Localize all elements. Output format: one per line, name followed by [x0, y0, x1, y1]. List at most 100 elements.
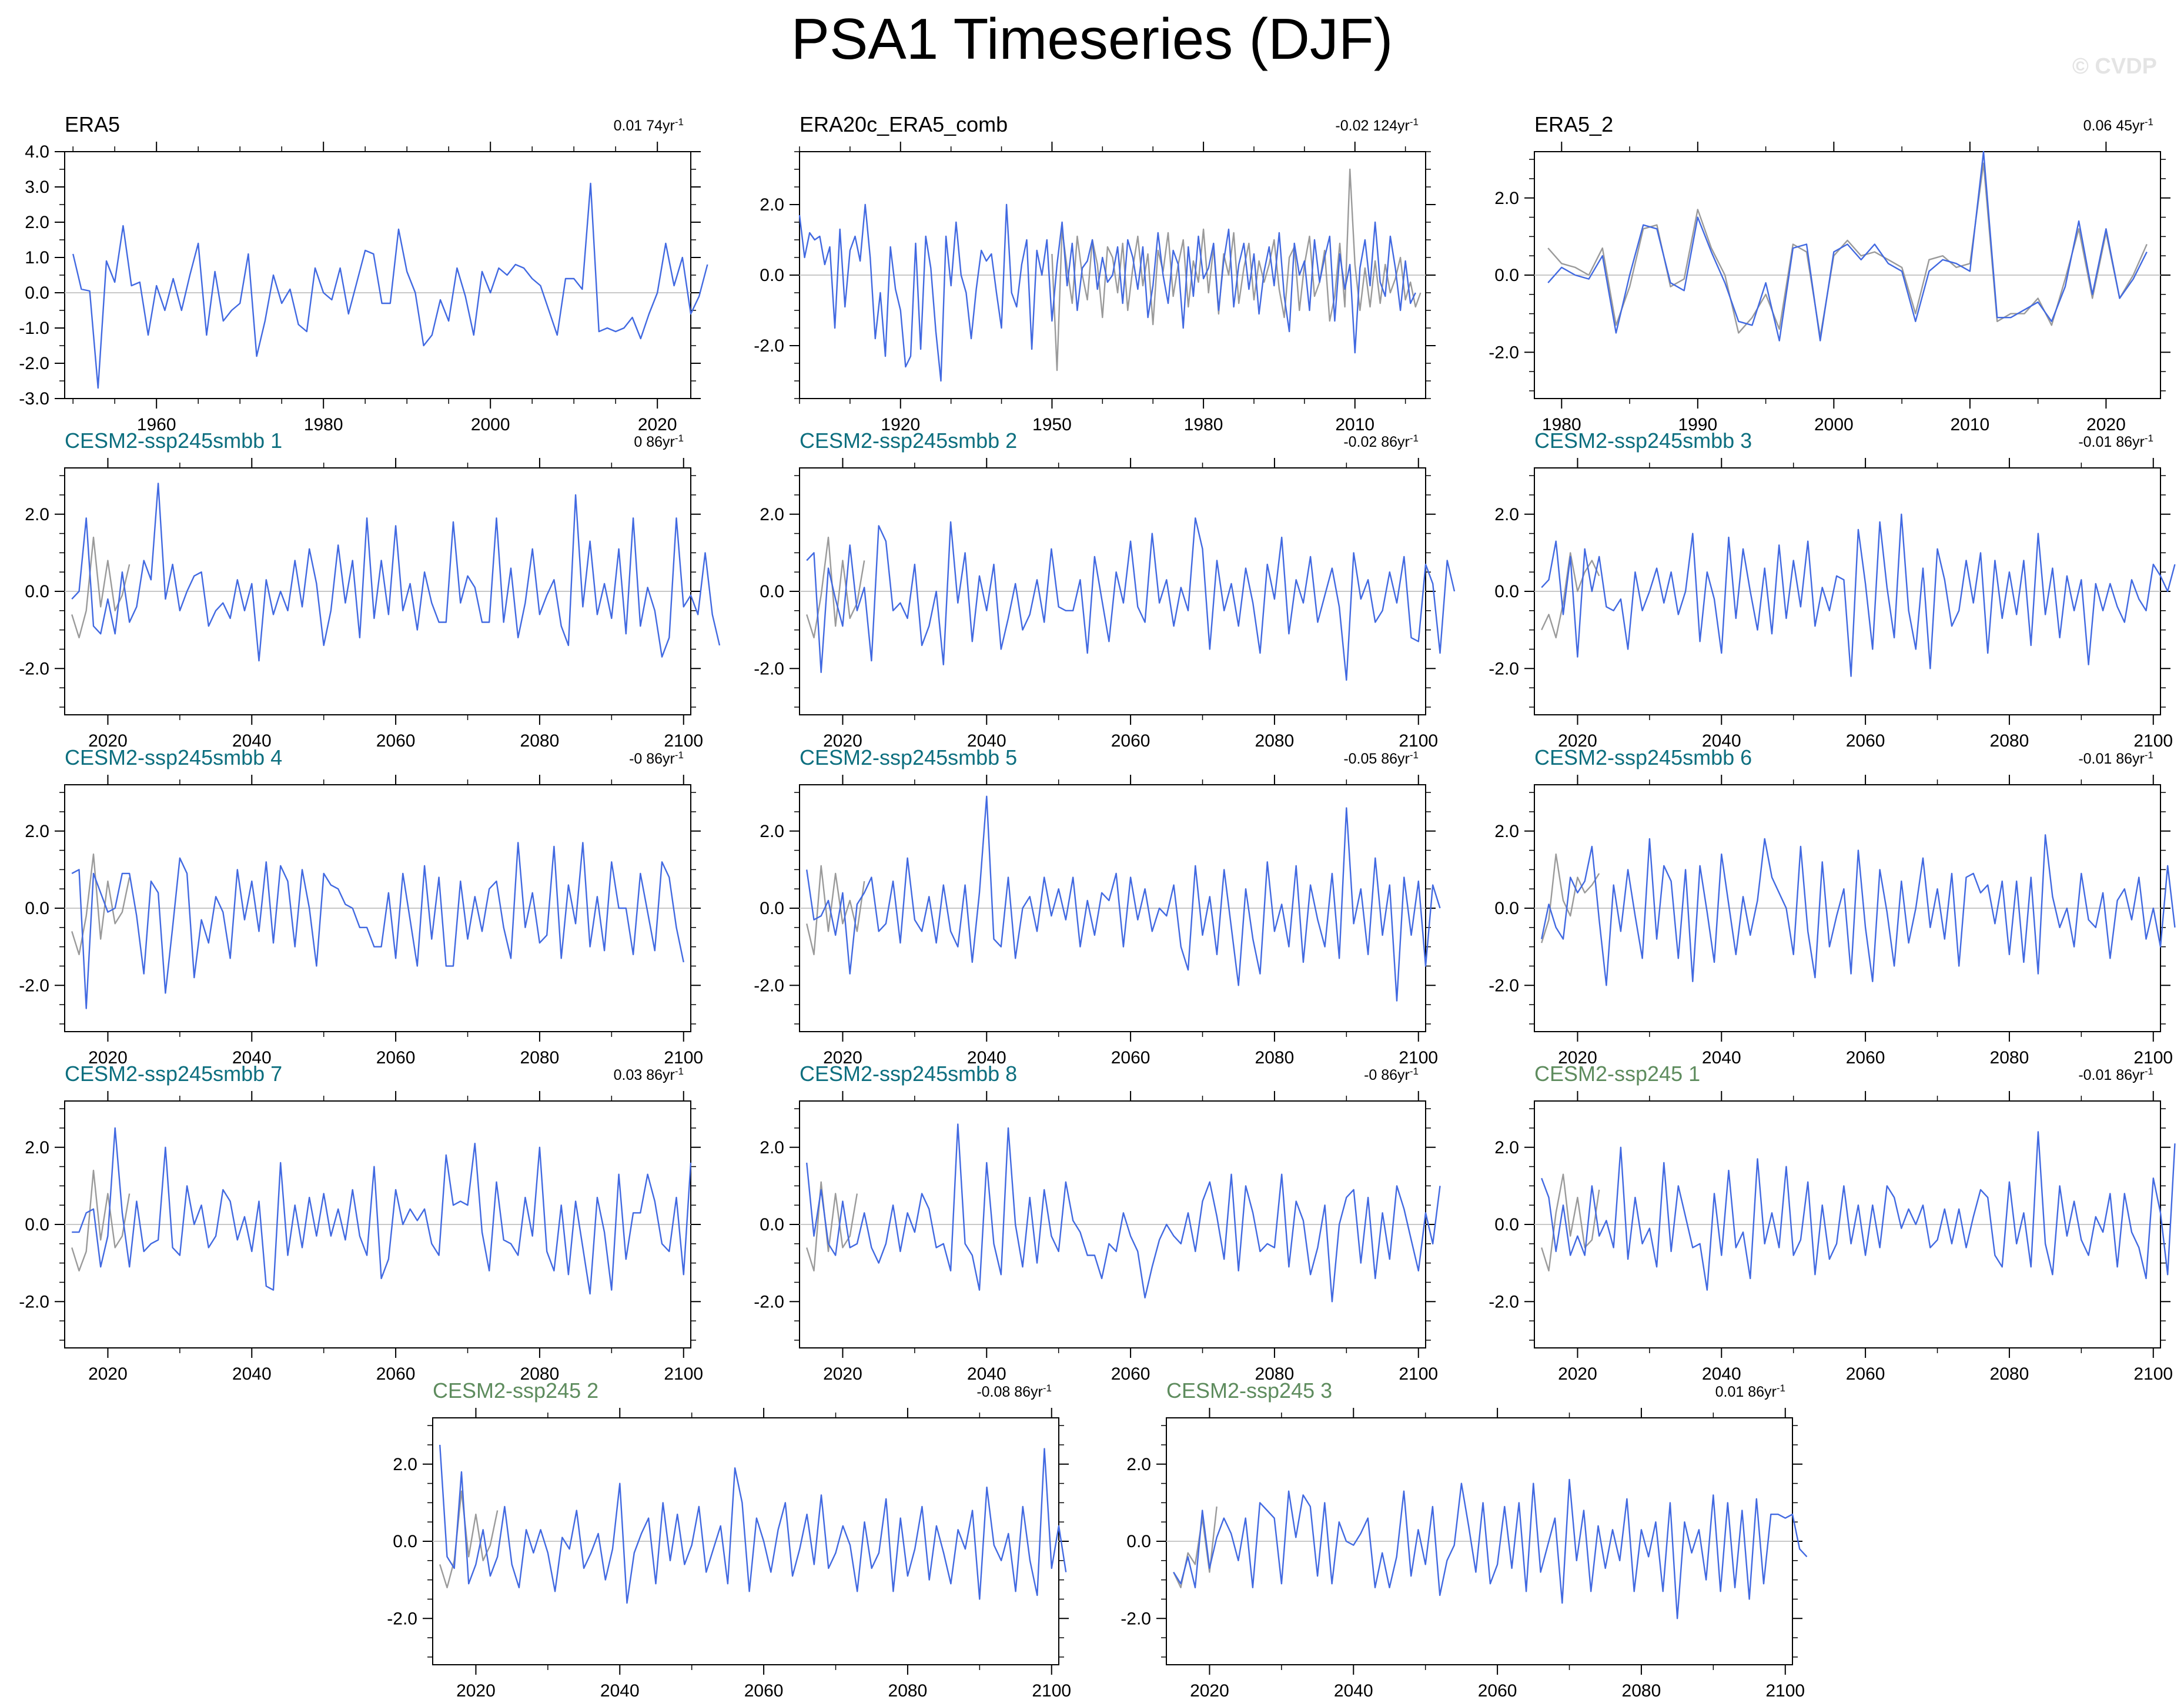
- x-tick-label: 2100: [1399, 731, 1438, 751]
- x-tick-label: 2060: [1846, 1048, 1885, 1067]
- y-tick-label: -2.0: [19, 976, 49, 995]
- reference-series-line: [71, 1169, 131, 1272]
- pc-series-line: [1541, 1131, 2176, 1291]
- x-tick-label: 2080: [888, 1681, 928, 1700]
- x-tick-label: 2020: [823, 1048, 862, 1067]
- y-tick-label: 0.0: [393, 1532, 417, 1551]
- y-tick-label: 2.0: [1494, 822, 1519, 841]
- x-tick-label: 1950: [1032, 415, 1072, 434]
- panel-title: CESM2-ssp245smbb 1: [65, 429, 282, 453]
- x-tick-label: 2080: [520, 731, 560, 751]
- y-tick-label: -2.0: [1489, 976, 1519, 995]
- y-tick-label: 0.0: [25, 1215, 49, 1234]
- x-tick-label: 2040: [1702, 1048, 1741, 1067]
- pc-series-line: [1173, 1478, 1808, 1619]
- x-tick-label: 2060: [1846, 731, 1885, 751]
- x-tick-label: 2080: [520, 1048, 560, 1067]
- panel-title: CESM2-ssp245smbb 8: [800, 1062, 1017, 1086]
- trend-label: -0 86yr-1: [1364, 1066, 1419, 1084]
- panel: ERA5 0.01 74yr-1 1960 1980 2000 2020 4.0 3.0 2.0…: [19, 112, 708, 434]
- panel-title: CESM2-ssp245smbb 6: [1534, 745, 1752, 769]
- y-tick-label: -2.0: [19, 659, 49, 678]
- pc-series-line: [1547, 150, 2148, 342]
- trend-label: -0.01 86yr-1: [2078, 749, 2153, 768]
- panel-title: CESM2-ssp245smbb 3: [1534, 429, 1752, 453]
- x-tick-label: 2060: [1111, 731, 1150, 751]
- y-tick-label: -2.0: [754, 1292, 784, 1311]
- cvdp-watermark: © CVDP: [2072, 54, 2157, 79]
- y-tick-label: 2.0: [393, 1455, 417, 1474]
- y-tick-label: 2.0: [25, 822, 49, 841]
- x-tick-label: 2020: [1558, 1048, 1597, 1067]
- x-tick-label: 2100: [664, 731, 703, 751]
- panel: CESM2-ssp245 2 -0.08 86yr-1 2020 2040 2060 20…: [387, 1378, 1071, 1700]
- y-tick-label: -2.0: [387, 1609, 417, 1628]
- y-tick-label: -2.0: [754, 336, 784, 356]
- x-tick-label: 1980: [304, 415, 343, 434]
- y-tick-label: -2.0: [754, 659, 784, 678]
- pc-series-line: [72, 1127, 692, 1295]
- reference-series-line: [71, 853, 131, 956]
- x-tick-label: 2100: [2133, 1048, 2173, 1067]
- x-tick-label: 1980: [1184, 415, 1223, 434]
- reference-series-line: [1541, 552, 1600, 639]
- x-tick-label: 2080: [1990, 1364, 2029, 1384]
- x-tick-label: 2040: [1334, 1681, 1373, 1700]
- y-tick-label: 2.0: [1494, 1138, 1519, 1157]
- trend-label: -0.05 86yr-1: [1343, 749, 1419, 768]
- y-tick-label: -2.0: [1121, 1609, 1151, 1628]
- panel: CESM2-ssp245smbb 8 -0 86yr-1 2020 2040 2060 2…: [754, 1062, 1441, 1384]
- y-tick-label: 2.0: [760, 195, 784, 215]
- y-tick-label: 0.0: [760, 266, 784, 285]
- reference-series-line: [1541, 853, 1600, 943]
- y-tick-label: 1.0: [25, 248, 49, 267]
- x-tick-label: 2100: [1399, 1364, 1438, 1384]
- y-tick-label: 0.0: [760, 1215, 784, 1234]
- x-tick-label: 2060: [376, 731, 416, 751]
- y-tick-label: 0.0: [1494, 899, 1519, 918]
- y-tick-label: -1.0: [19, 319, 49, 338]
- panel: ERA20c_ERA5_comb -0.02 124yr-1 1920 1950 198…: [754, 112, 1436, 434]
- trend-label: 0.06 45yr-1: [2083, 116, 2153, 135]
- x-tick-label: 2020: [823, 1364, 862, 1384]
- x-tick-label: 2100: [1765, 1681, 1805, 1700]
- trend-label: 0.03 86yr-1: [614, 1066, 684, 1084]
- x-tick-label: 2020: [88, 1048, 128, 1067]
- x-tick-label: 2040: [1702, 731, 1741, 751]
- x-tick-label: 2060: [744, 1681, 784, 1700]
- panel: CESM2-ssp245smbb 4 -0 86yr-1 2020 2040 2060 2…: [19, 745, 703, 1067]
- x-tick-label: 2100: [2133, 731, 2173, 751]
- y-tick-label: 0.0: [25, 899, 49, 918]
- figure-title: PSA1 Timeseries (DJF): [791, 6, 1393, 71]
- x-tick-label: 2040: [967, 731, 1006, 751]
- panel: CESM2-ssp245smbb 2 -0.02 86yr-1 2020 2040 20…: [754, 429, 1456, 751]
- x-tick-label: 2060: [1111, 1048, 1150, 1067]
- panel-title: CESM2-ssp245smbb 4: [65, 745, 282, 769]
- x-tick-label: 2020: [88, 731, 128, 751]
- pc-series-line: [71, 842, 684, 1009]
- reference-series-line: [439, 1490, 499, 1589]
- y-tick-label: 4.0: [25, 142, 49, 162]
- y-tick-label: 2.0: [760, 822, 784, 841]
- x-tick-label: 2010: [1950, 415, 1989, 434]
- x-tick-label: 2040: [232, 1364, 272, 1384]
- panel-title: CESM2-ssp245 2: [433, 1378, 598, 1403]
- panel: CESM2-ssp245smbb 5 -0.05 86yr-1 2020 2040 20…: [754, 745, 1441, 1067]
- x-tick-label: 2040: [1702, 1364, 1741, 1384]
- x-tick-label: 2060: [1111, 1364, 1150, 1384]
- y-tick-label: 0.0: [760, 899, 784, 918]
- x-tick-label: 2100: [1399, 1048, 1438, 1067]
- y-tick-label: 0.0: [1494, 582, 1519, 601]
- x-tick-label: 2060: [376, 1364, 416, 1384]
- y-tick-label: -2.0: [1489, 1292, 1519, 1311]
- pc-series-line: [72, 182, 708, 389]
- x-tick-label: 1980: [1542, 415, 1581, 434]
- panel: ERA5_2 0.06 45yr-1 1980 1990 2000 2010 2020 2.0…: [1489, 112, 2170, 434]
- x-tick-label: 2010: [1335, 415, 1374, 434]
- y-tick-label: 2.0: [1126, 1455, 1151, 1474]
- y-tick-label: -3.0: [19, 389, 49, 409]
- panel: CESM2-ssp245smbb 6 -0.01 86yr-1 2020 2040 20…: [1489, 745, 2176, 1067]
- x-tick-label: 2100: [664, 1048, 703, 1067]
- y-tick-label: 2.0: [760, 505, 784, 524]
